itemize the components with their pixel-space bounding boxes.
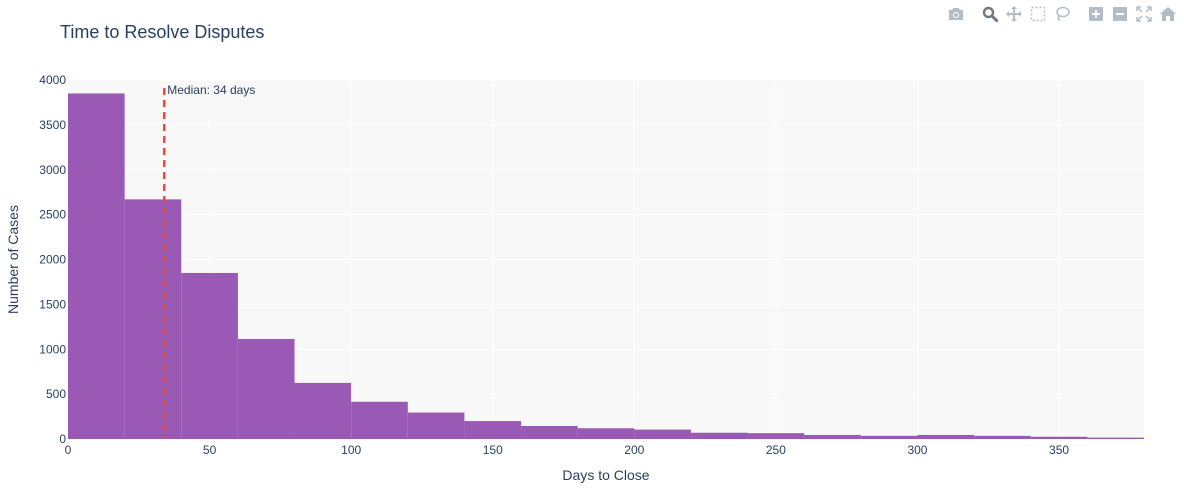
y-tick-label: 3000 [39,163,66,177]
modebar [934,4,1180,24]
autoscale-icon[interactable] [1132,4,1156,24]
x-tick-label: 150 [483,443,503,457]
y-tick-label: 2500 [39,208,66,222]
histogram-bar[interactable] [974,435,1031,439]
histogram-bar[interactable] [634,429,691,439]
histogram-bar[interactable] [690,432,748,439]
histogram-bar[interactable] [294,382,352,439]
histogram-bar[interactable] [917,434,975,439]
histogram-bar[interactable] [181,272,238,439]
histogram-bar[interactable] [237,338,295,439]
chart-title: Time to Resolve Disputes [60,22,265,42]
lasso-select-icon[interactable] [1050,4,1074,24]
histogram-bar[interactable] [464,421,522,439]
x-axis-title: Days to Close [562,467,649,483]
x-tick-label: 300 [907,443,927,457]
x-tick-label: 50 [203,443,217,457]
zoom-out-icon[interactable] [1108,4,1132,24]
y-tick-label: 1000 [39,342,66,356]
histogram-bar[interactable] [351,401,408,439]
histogram-bars [68,93,1144,440]
histogram-bar[interactable] [860,435,918,439]
x-tick-label: 0 [65,443,72,457]
x-tick-label: 250 [766,443,786,457]
camera-icon[interactable] [944,4,968,24]
histogram-bar[interactable] [407,412,465,439]
x-tick-label: 350 [1049,443,1069,457]
y-axis-ticks: 0 500 1000 1500 2000 2500 3000 3500 4000 [39,73,66,446]
x-tick-label: 200 [624,443,644,457]
y-tick-label: 0 [59,432,66,446]
x-axis-ticks: 0 50 100 150 200 250 300 350 [65,443,1070,457]
y-tick-label: 3500 [39,118,66,132]
y-tick-label: 1500 [39,297,66,311]
histogram-bar[interactable] [124,199,182,439]
zoom-icon[interactable] [978,4,1002,24]
box-select-icon[interactable] [1026,4,1050,24]
y-tick-label: 4000 [39,73,66,87]
histogram-bar[interactable] [577,428,635,439]
pan-icon[interactable] [1002,4,1026,24]
histogram-bar[interactable] [804,434,861,439]
y-tick-label: 500 [46,387,66,401]
histogram-bar[interactable] [68,93,125,440]
x-tick-label: 100 [341,443,361,457]
median-label: Median: 34 days [167,83,255,97]
histogram-bar[interactable] [747,433,805,439]
gridlines [68,79,1144,439]
y-tick-label: 2000 [39,253,66,267]
median-marker: Median: 34 days [163,83,255,439]
home-icon[interactable] [1156,4,1180,24]
y-axis-title: Number of Cases [5,205,21,314]
histogram-bar[interactable] [1087,437,1144,439]
histogram-bar[interactable] [1030,436,1088,439]
histogram-bar[interactable] [521,425,578,439]
zoom-in-icon[interactable] [1084,4,1108,24]
